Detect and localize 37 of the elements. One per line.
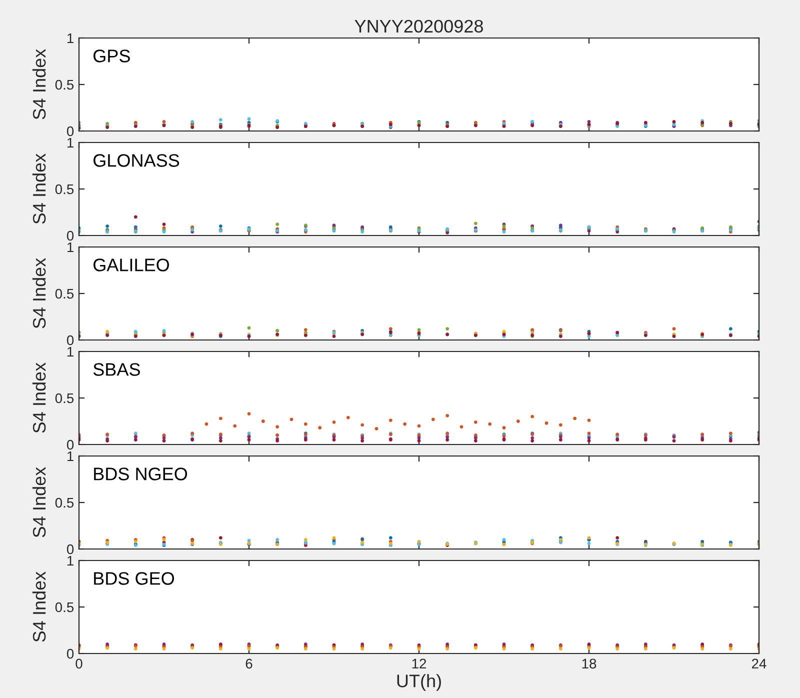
annotation: BDS NGEO (94, 468, 188, 480)
y-tick-label: 1 (67, 138, 74, 148)
y-tick-label: 1 (67, 242, 74, 252)
x-tick-label: 0 (76, 658, 82, 669)
y-axis-title: S4 Index (32, 362, 46, 433)
x-tick-label: 18 (582, 658, 596, 669)
annotation: GALILEO (94, 258, 170, 272)
x-tick-label: 12 (412, 658, 426, 668)
y-tick-label: 1 (67, 556, 74, 566)
y-axis-title: S4 Index (32, 467, 46, 538)
y-tick-label: 0 (66, 230, 74, 241)
y-tick-label: 0.5 (55, 602, 74, 612)
x-tick-label: 6 (246, 658, 252, 669)
y-axis-title: S4 Index (32, 49, 46, 120)
annotation: GPS (94, 50, 130, 62)
y-tick-label: 0 (66, 440, 74, 450)
y-axis-title: S4 Index (32, 572, 46, 642)
y-tick-label: 0.5 (55, 498, 74, 508)
annotation: GLONASS (94, 154, 180, 167)
y-tick-label: 0 (66, 335, 74, 346)
y-tick-label: 0.5 (55, 80, 74, 90)
x-axis-title: UT(h) (397, 674, 441, 691)
y-tick-label: 1 (67, 346, 74, 357)
y-axis-title: S4 Index (32, 154, 46, 224)
y-tick-label: 0 (66, 648, 74, 659)
y-tick-label: 0.5 (55, 184, 74, 194)
y-tick-label: 0 (66, 126, 74, 136)
y-tick-label: 1 (67, 451, 74, 462)
annotation: SBAS (93, 363, 140, 376)
annotation: BDS GEO (94, 572, 174, 585)
y-tick-label: 0.5 (55, 393, 74, 404)
x-tick-label: 24 (752, 658, 766, 668)
chart-title: YNYY20200928 (354, 20, 483, 33)
y-tick-label: 0 (66, 544, 74, 554)
y-tick-label: 1 (67, 33, 74, 44)
y-axis-title: S4 Index (32, 258, 46, 328)
y-tick-label: 0.5 (55, 288, 74, 299)
